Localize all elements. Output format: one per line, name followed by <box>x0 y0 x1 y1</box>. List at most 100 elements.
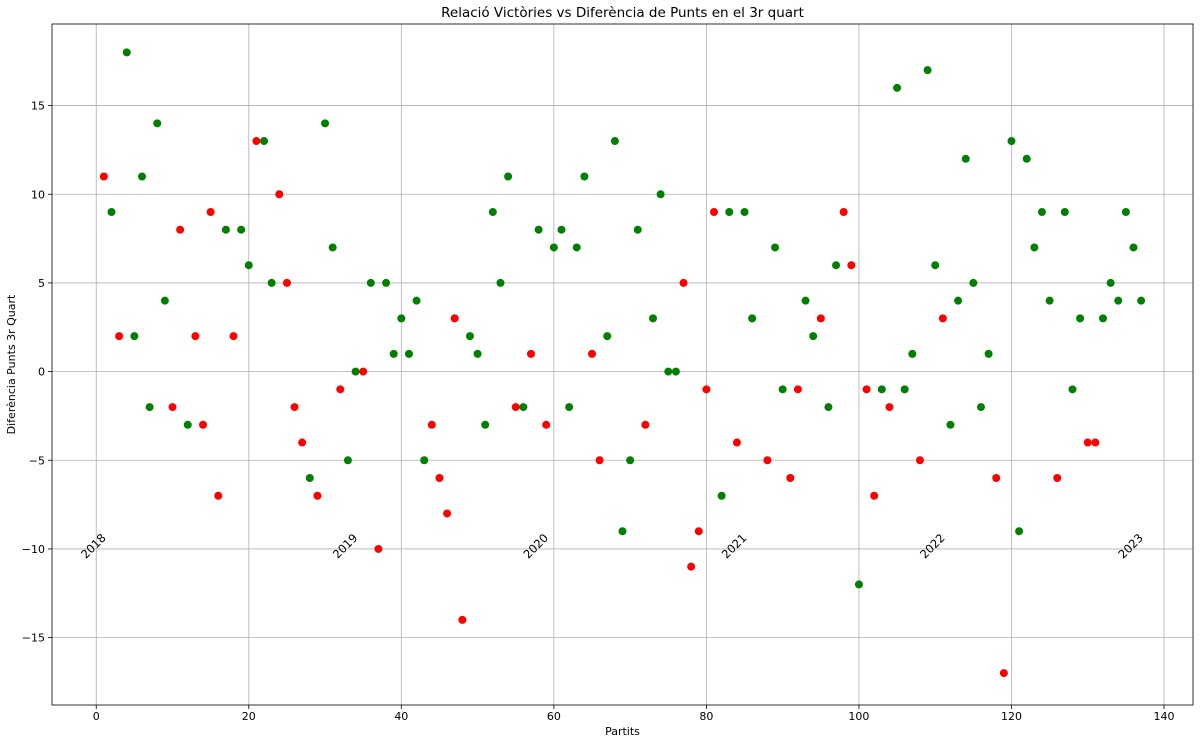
data-point <box>328 243 337 252</box>
data-point <box>260 137 269 146</box>
year-annotations: 2018 2019 2020 2021 2022 2023 <box>78 531 1146 562</box>
data-point <box>870 491 879 500</box>
data-point <box>397 314 406 323</box>
data-point <box>572 243 581 252</box>
data-point <box>336 385 345 394</box>
data-point <box>443 509 452 518</box>
data-point <box>603 332 612 341</box>
data-point <box>534 225 543 234</box>
data-point <box>1022 154 1031 163</box>
data-point <box>168 403 177 412</box>
data-point <box>976 403 985 412</box>
data-point <box>153 119 162 128</box>
data-point <box>1015 527 1024 536</box>
data-point <box>931 261 940 270</box>
data-point <box>809 332 818 341</box>
data-point <box>542 420 551 429</box>
data-point <box>1121 207 1130 216</box>
grid-lines <box>52 24 1193 705</box>
data-point <box>1083 438 1092 447</box>
y-tick-label: −5 <box>29 454 45 467</box>
data-point <box>999 669 1008 678</box>
data-point <box>290 403 299 412</box>
data-point <box>1129 243 1138 252</box>
data-point <box>107 207 116 216</box>
data-point <box>206 207 215 216</box>
data-point <box>1068 385 1077 394</box>
data-point <box>954 296 963 305</box>
y-axis-label: Diferència Punts 3r Quart <box>5 294 18 434</box>
year-annotation: 2020 <box>520 531 551 562</box>
data-point <box>649 314 658 323</box>
data-point <box>900 385 909 394</box>
data-point <box>183 420 192 429</box>
year-annotation: 2022 <box>917 531 948 562</box>
data-point <box>343 456 352 465</box>
data-point <box>595 456 604 465</box>
data-point <box>1053 474 1062 482</box>
data-point <box>839 207 848 216</box>
data-point <box>1045 296 1054 305</box>
data-point <box>130 332 139 341</box>
data-point <box>115 332 124 341</box>
data-point <box>694 527 703 536</box>
data-point <box>938 314 947 323</box>
data-point <box>1007 137 1016 146</box>
data-point <box>961 154 970 163</box>
data-point <box>641 420 650 429</box>
x-axis-ticks: 0 20 40 60 80 100 120 140 <box>93 705 1175 723</box>
data-point <box>389 349 398 358</box>
data-point <box>504 172 513 181</box>
data-point <box>374 544 383 553</box>
data-point <box>717 491 726 500</box>
data-point <box>382 278 391 287</box>
data-point <box>725 207 734 216</box>
x-tick-label: 80 <box>699 710 713 723</box>
data-point <box>481 420 490 429</box>
data-point <box>816 314 825 323</box>
data-point <box>1137 296 1146 305</box>
y-tick-label: −15 <box>22 632 45 645</box>
x-axis-label: Partits <box>605 725 640 738</box>
data-point <box>580 172 589 181</box>
data-point <box>702 385 711 394</box>
data-point <box>992 474 1001 482</box>
x-tick-label: 60 <box>547 710 561 723</box>
data-point <box>687 562 696 571</box>
data-point <box>214 491 223 500</box>
data-point <box>122 48 131 57</box>
data-point <box>252 137 261 146</box>
data-point <box>282 278 291 287</box>
data-point <box>801 296 810 305</box>
data-point <box>435 474 444 482</box>
data-point <box>618 527 627 536</box>
data-point <box>465 332 474 341</box>
data-point <box>450 314 459 323</box>
year-annotation: 2021 <box>719 531 750 562</box>
data-point <box>305 474 314 482</box>
data-point <box>366 278 375 287</box>
data-point <box>496 278 505 287</box>
year-annotation: 2023 <box>1115 531 1146 562</box>
data-point <box>908 349 917 358</box>
data-point <box>740 207 749 216</box>
data-point <box>199 420 208 429</box>
data-point <box>237 225 246 234</box>
data-point <box>1076 314 1085 323</box>
data-point <box>877 385 886 394</box>
data-point <box>664 367 673 376</box>
data-point <box>99 172 108 181</box>
y-tick-label: −10 <box>22 543 45 556</box>
data-point <box>458 615 467 624</box>
data-point <box>160 296 169 305</box>
data-point <box>420 456 429 465</box>
y-axis-ticks: −15 −10 −5 0 5 10 15 <box>22 100 52 645</box>
data-point <box>145 403 154 412</box>
data-point <box>244 261 253 270</box>
chart-title: Relació Victòries vs Diferència de Punts… <box>441 5 804 21</box>
data-point <box>793 385 802 394</box>
data-point <box>923 66 932 75</box>
data-point <box>893 83 902 92</box>
data-point <box>1060 207 1069 216</box>
